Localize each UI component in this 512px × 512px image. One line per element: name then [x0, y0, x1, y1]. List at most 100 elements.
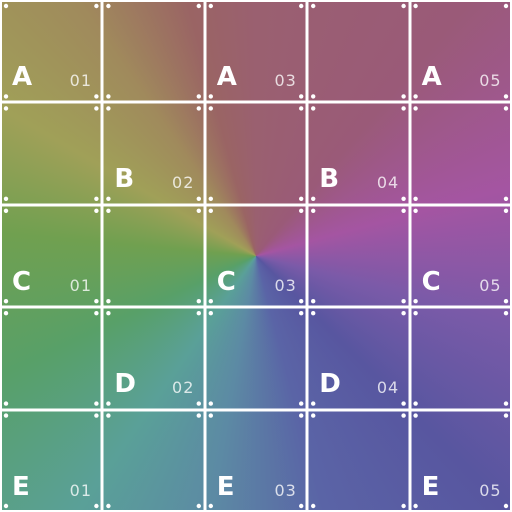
- corner-dot: [3, 3, 9, 9]
- corner-dot: [413, 401, 418, 406]
- grid-line-horizontal: [0, 305, 512, 309]
- corner-dot: [3, 311, 9, 316]
- grid-cell[interactable]: [307, 410, 409, 512]
- cell-letter: A: [421, 62, 442, 92]
- corner-dot: [311, 299, 316, 304]
- corner-dot: [413, 503, 418, 509]
- grid-cell[interactable]: A 05: [410, 0, 512, 102]
- grid-line-horizontal: [0, 100, 512, 104]
- corner-dot: [196, 106, 201, 111]
- cell-number: 01: [69, 480, 92, 500]
- cell-number: 04: [376, 378, 400, 398]
- cell-letter: B: [114, 164, 135, 195]
- grid-cell[interactable]: [102, 205, 204, 307]
- corner-dot: [196, 3, 201, 9]
- grid-cell[interactable]: E 05: [410, 410, 512, 512]
- corner-dot: [196, 401, 201, 406]
- corner-dot: [94, 503, 99, 509]
- grid-cell[interactable]: [0, 307, 102, 409]
- corner-dot: [196, 503, 201, 509]
- corner-dot: [196, 94, 201, 99]
- corner-dot: [299, 503, 304, 509]
- grid-line-vertical: [408, 0, 412, 512]
- corner-dot: [106, 311, 111, 316]
- grid-cell[interactable]: [205, 102, 307, 204]
- grid-cell[interactable]: [410, 307, 512, 409]
- corner-dot: [299, 401, 304, 406]
- corner-dot: [94, 401, 99, 406]
- grid-cell[interactable]: C 05: [410, 205, 512, 307]
- corner-dot: [311, 94, 316, 99]
- grid-line-horizontal: [0, 408, 512, 412]
- corner-dot: [299, 208, 304, 213]
- corner-dot: [208, 106, 213, 111]
- grid-cell[interactable]: B 04: [307, 102, 409, 204]
- grid-cell[interactable]: B 02: [102, 102, 204, 204]
- cell-letter: C: [421, 266, 441, 297]
- cell-number: 03: [274, 275, 297, 295]
- corner-dot: [503, 503, 509, 509]
- corner-dot: [106, 208, 111, 213]
- corner-dot: [208, 401, 213, 406]
- corner-dot: [503, 94, 509, 99]
- cell-letter: E: [421, 471, 440, 502]
- corner-dot: [413, 413, 418, 418]
- corner-dot: [106, 503, 111, 509]
- corner-dot: [503, 3, 509, 9]
- corner-dot: [196, 208, 201, 213]
- corner-dot: [311, 106, 316, 111]
- corner-dot: [3, 503, 9, 509]
- cell-letter: C: [216, 266, 236, 297]
- grid-cell[interactable]: [0, 102, 102, 204]
- cell-number: 01: [69, 275, 92, 295]
- grid-cell[interactable]: D 02: [102, 307, 204, 409]
- grid-cell[interactable]: D 04: [307, 307, 409, 409]
- grid-cell[interactable]: E 03: [205, 410, 307, 512]
- corner-dot: [208, 3, 213, 9]
- corner-dot: [311, 503, 316, 509]
- corner-dot: [3, 208, 9, 213]
- corner-dot: [413, 208, 418, 213]
- cell-letter: E: [12, 471, 30, 502]
- corner-dot: [208, 196, 213, 201]
- corner-dot: [94, 413, 99, 418]
- corner-dot: [299, 196, 304, 201]
- grid-cell[interactable]: [410, 102, 512, 204]
- grid-cell[interactable]: C 03: [205, 205, 307, 307]
- corner-dot: [208, 94, 213, 99]
- corner-dot: [196, 311, 201, 316]
- grid-cell[interactable]: [102, 410, 204, 512]
- corner-dot: [311, 311, 316, 316]
- grid-cell[interactable]: [307, 205, 409, 307]
- corner-dot: [413, 94, 418, 99]
- cell-number: 01: [69, 71, 92, 90]
- grid-cell[interactable]: [102, 0, 204, 102]
- grid-cell[interactable]: E 01: [0, 410, 102, 512]
- grid-cell[interactable]: [205, 307, 307, 409]
- corner-dot: [311, 208, 316, 213]
- corner-dot: [413, 196, 418, 201]
- corner-dot: [503, 413, 509, 418]
- grid-cell[interactable]: A 01: [0, 0, 102, 102]
- grid-cell[interactable]: C 01: [0, 205, 102, 307]
- corner-dot: [503, 311, 509, 316]
- corner-dot: [503, 106, 509, 111]
- corner-dot: [106, 196, 111, 201]
- corner-dot: [106, 94, 111, 99]
- corner-dot: [503, 299, 509, 304]
- cell-number: 02: [172, 173, 195, 193]
- corner-dot: [299, 106, 304, 111]
- corner-dot: [3, 299, 9, 304]
- cell-letter: D: [114, 369, 136, 400]
- corner-dot: [401, 503, 406, 509]
- grid-cell[interactable]: [307, 0, 409, 102]
- corner-dot: [3, 413, 9, 418]
- cell-letter: B: [319, 164, 340, 195]
- corner-dot: [299, 94, 304, 99]
- corner-dot: [299, 311, 304, 316]
- grid-cell[interactable]: A 03: [205, 0, 307, 102]
- corner-dot: [311, 196, 316, 201]
